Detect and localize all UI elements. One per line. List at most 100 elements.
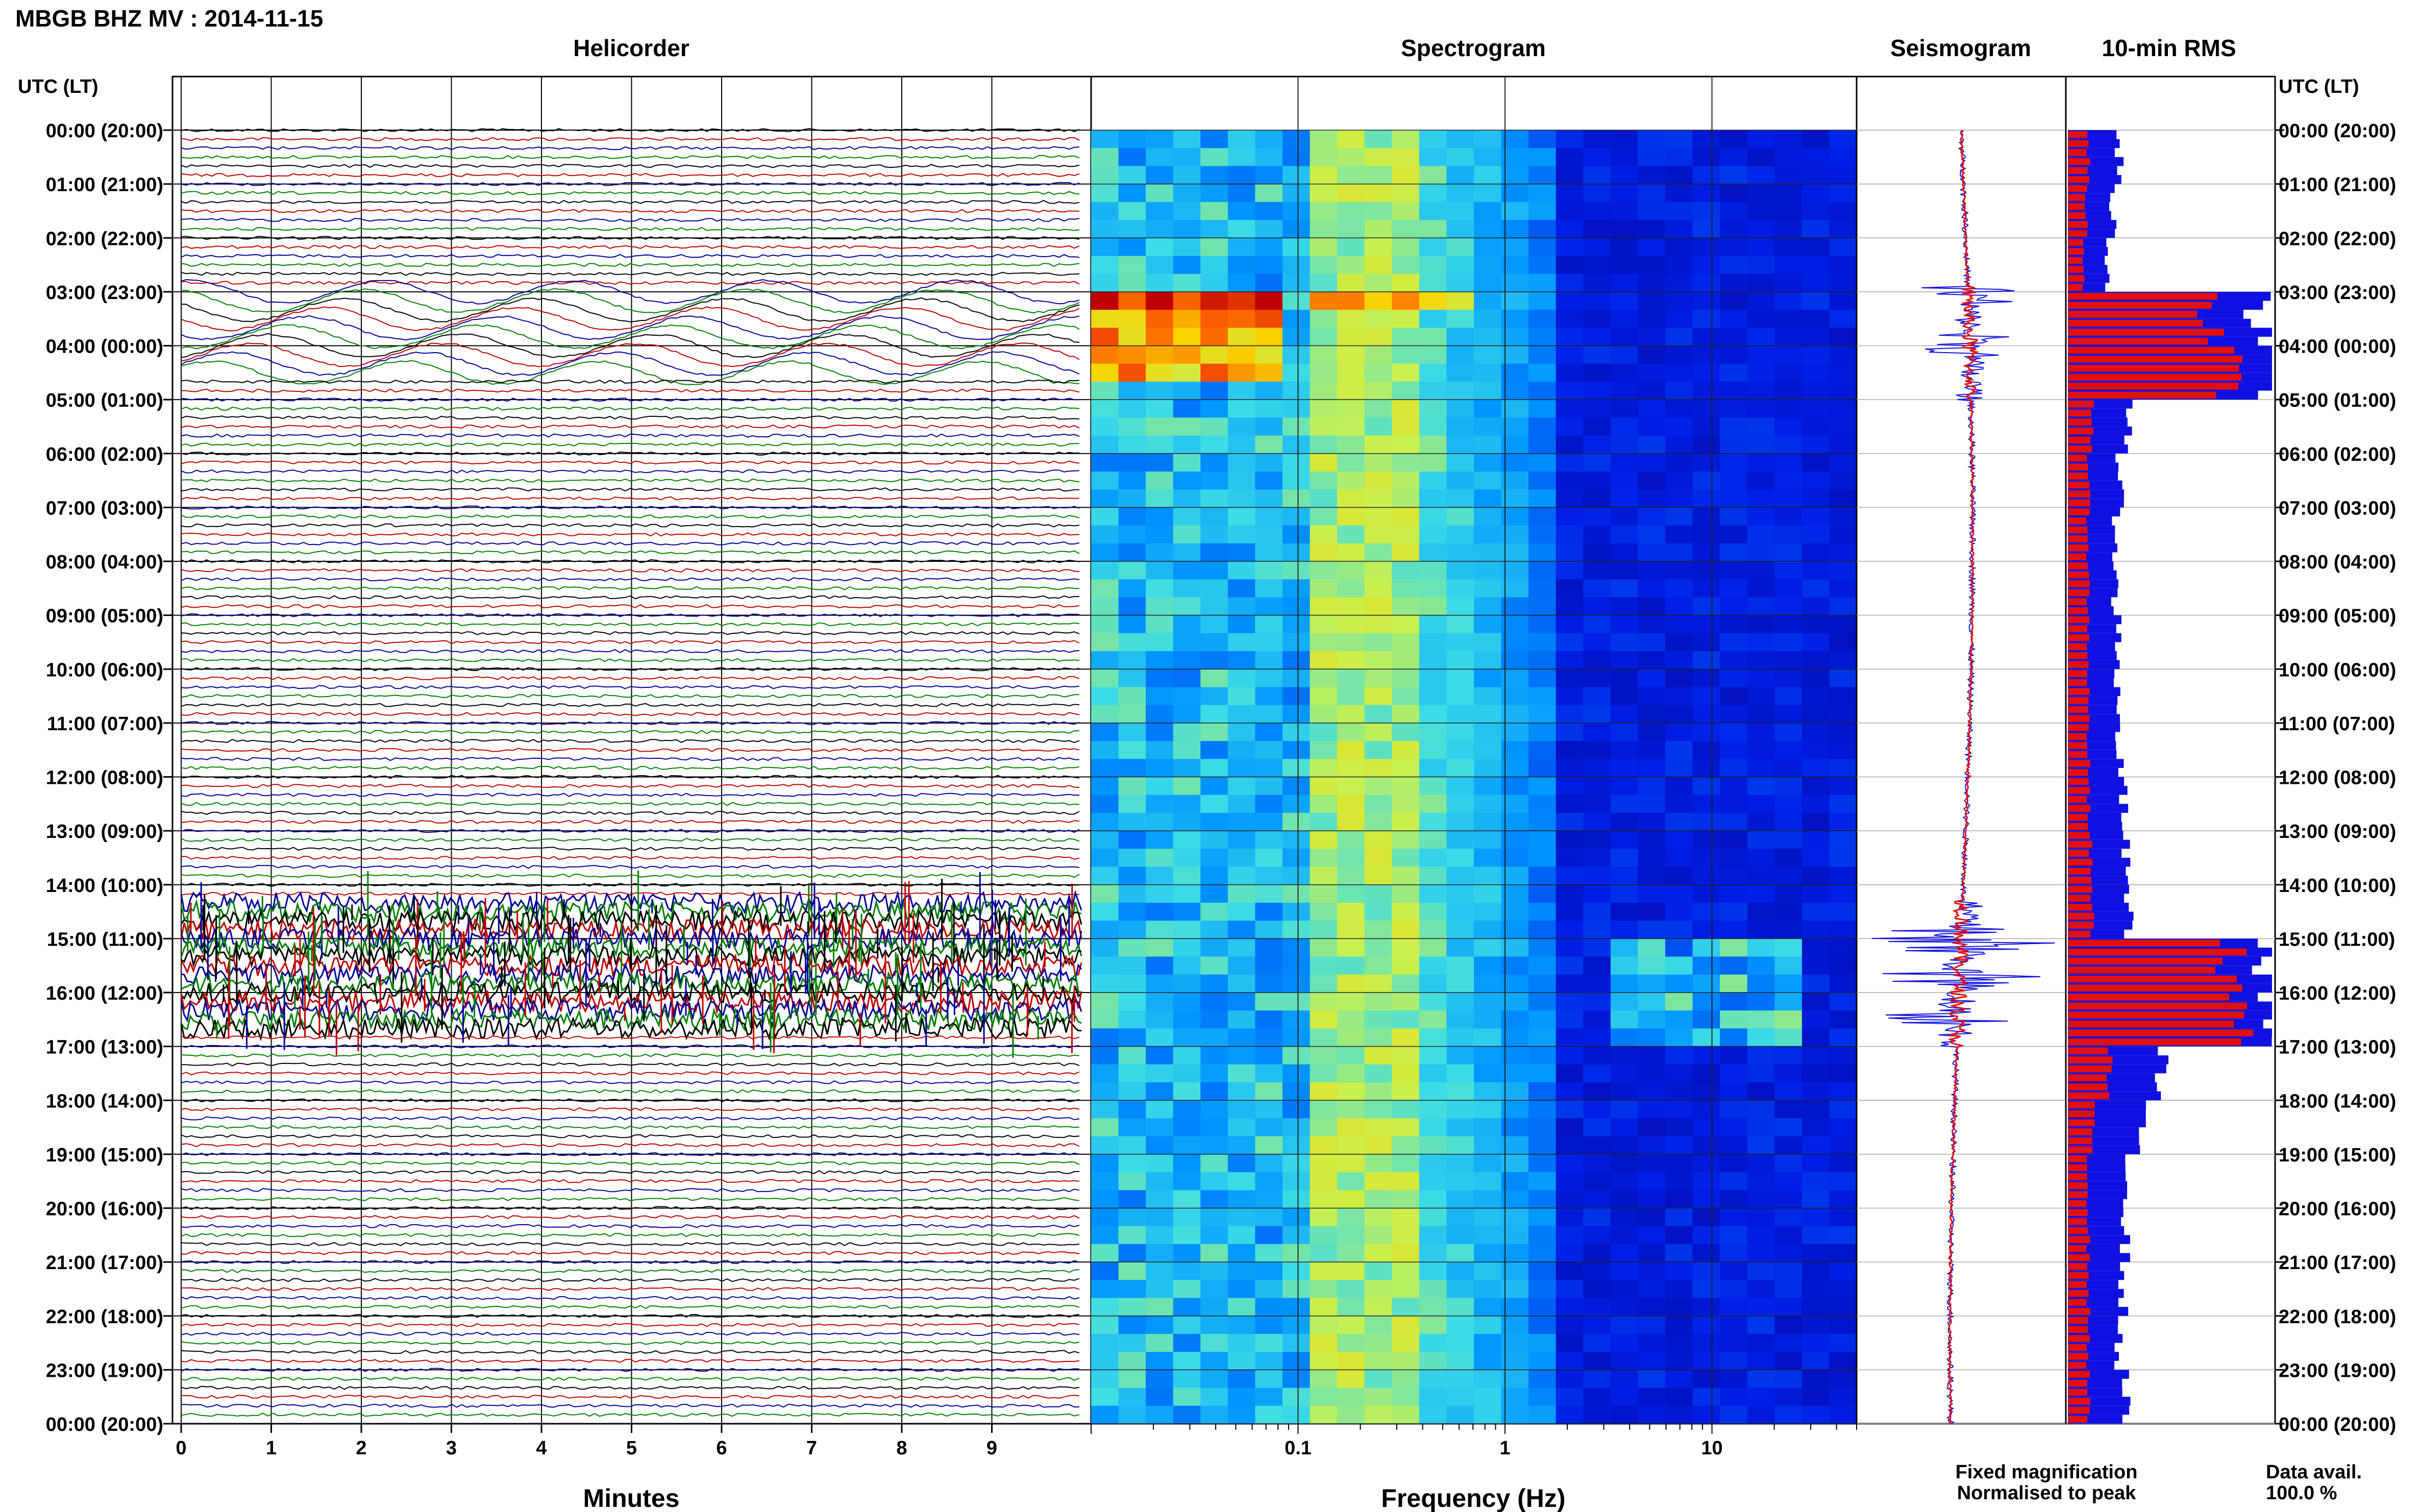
time-tick-right: 21:00 (17:00): [2279, 1252, 2396, 1274]
spectrogram-cell: [1419, 1064, 1447, 1083]
spectrogram-cell: [1501, 615, 1529, 634]
spectrogram-cell: [1556, 1208, 1584, 1227]
spectrogram-cell: [1392, 256, 1420, 275]
spectrogram-cell: [1556, 1028, 1584, 1047]
spectrogram-cell: [1692, 363, 1720, 382]
spectrogram-cell: [1200, 974, 1228, 993]
spectrogram-cell: [1091, 1190, 1119, 1209]
spectrogram-cell: [1200, 291, 1228, 310]
spectrogram-cell: [1091, 741, 1119, 759]
spectrogram-cell: [1310, 381, 1338, 400]
spectrogram-cell: [1528, 831, 1557, 849]
spectrogram-cell: [1692, 1387, 1720, 1406]
spectrogram-cell: [1419, 903, 1447, 921]
rms-normalised-bar: [2068, 661, 2089, 668]
time-tick-left: 06:00 (02:00): [46, 444, 163, 465]
spectrogram-cell: [1583, 507, 1611, 526]
spectrogram-cell: [1829, 1244, 1857, 1262]
spectrogram-cell: [1255, 166, 1283, 185]
spectrogram-cell: [1747, 1334, 1775, 1352]
spectrogram-cell: [1829, 525, 1857, 544]
spectrogram-cell: [1610, 633, 1639, 652]
spectrogram-cell: [1255, 903, 1283, 921]
spectrogram-cell: [1556, 831, 1584, 849]
spectrogram-cell: [1801, 561, 1830, 580]
spectrogram-cell: [1638, 1298, 1666, 1317]
spectrogram-cell: [1801, 1405, 1830, 1424]
spectrogram-cell: [1720, 1298, 1748, 1317]
spectrogram-cell: [1638, 579, 1666, 598]
spectrogram-cell: [1774, 561, 1803, 580]
spectrogram-cell: [1829, 328, 1857, 346]
rms-normalised-bar: [2068, 158, 2090, 165]
helicorder-trace: [181, 1350, 1080, 1354]
spectrogram-cell: [1337, 328, 1365, 346]
spectrogram-cell: [1364, 1046, 1392, 1065]
spectrogram-cell: [1227, 938, 1256, 957]
spectrogram-cell: [1364, 669, 1392, 688]
spectrogram-cell: [1638, 938, 1666, 957]
spectrogram-cell: [1146, 938, 1174, 957]
spectrogram-cell: [1337, 849, 1365, 867]
rms-normalised-bar: [2068, 643, 2087, 650]
spectrogram-cell: [1747, 579, 1775, 598]
spectrogram-cell: [1255, 543, 1283, 562]
spectrogram-cell: [1774, 1136, 1803, 1155]
spectrogram-cell: [1638, 812, 1666, 831]
spectrogram-cell: [1392, 1352, 1420, 1370]
spectrogram-cell: [1091, 472, 1119, 490]
spectrogram-cell: [1829, 435, 1857, 454]
spectrogram-cell: [1364, 1405, 1392, 1424]
spectrogram-cell: [1310, 543, 1338, 562]
spectrogram-cell: [1638, 363, 1666, 382]
spectrogram-cell: [1337, 777, 1365, 796]
spectrogram-cell: [1774, 543, 1803, 562]
spectrogram-cell: [1720, 1154, 1748, 1173]
spectrogram-cell: [1282, 1046, 1311, 1065]
spectrogram-cell: [1720, 184, 1748, 203]
rms-normalised-bar: [2068, 1290, 2089, 1297]
spectrogram-cell: [1801, 489, 1830, 508]
spectrogram-cell: [1118, 974, 1146, 993]
spectrogram-cell: [1091, 1046, 1119, 1065]
rms-normalised-bar: [2068, 1002, 2247, 1010]
spectrogram-cell: [1419, 1136, 1447, 1155]
spectrogram-cell: [1310, 1136, 1338, 1155]
spectrogram-cell: [1419, 363, 1447, 382]
rms-normalised-bar: [2068, 203, 2085, 210]
spectrogram-cell: [1146, 381, 1174, 400]
spectrogram-cell: [1227, 561, 1256, 580]
spectrogram-cell: [1692, 417, 1720, 436]
spectrogram-cell: [1638, 345, 1666, 364]
helicorder-trace: [181, 424, 1080, 429]
spectrogram-cell: [1118, 202, 1146, 220]
rms-normalised-bar: [2068, 1164, 2087, 1172]
time-tick-right: 00:00 (20:00): [2279, 1414, 2396, 1435]
spectrogram-cell: [1200, 1208, 1228, 1227]
rms-normalised-bar: [2068, 391, 2216, 399]
spectrogram-cell: [1829, 310, 1857, 328]
spectrogram-cell: [1774, 202, 1803, 220]
spectrogram-cell: [1173, 884, 1201, 903]
spectrogram-cell: [1337, 741, 1365, 759]
spectrogram-cell: [1419, 1172, 1447, 1191]
spectrogram-cell: [1200, 903, 1228, 921]
rms-panel: [2065, 76, 2276, 1425]
spectrogram-cell: [1528, 507, 1557, 526]
spectrogram-cell: [1720, 956, 1748, 975]
spectrogram-cell: [1774, 956, 1803, 975]
spectrogram-cell: [1337, 1226, 1365, 1245]
spectrogram-cell: [1282, 812, 1311, 831]
spectrogram-cell: [1474, 561, 1502, 580]
spectrogram-cell: [1610, 1046, 1639, 1065]
spectrogram-cell: [1310, 597, 1338, 616]
spectrogram-cell: [1255, 148, 1283, 166]
spectrogram-cell: [1720, 1370, 1748, 1389]
spectrogram-cell: [1692, 345, 1720, 364]
spectrogram-cell: [1419, 669, 1447, 688]
spectrogram-cell: [1118, 561, 1146, 580]
spectrogram-cell: [1392, 328, 1420, 346]
spectrogram-cell: [1774, 866, 1803, 885]
rms-normalised-bar: [2068, 454, 2087, 462]
spectrogram-cell: [1282, 866, 1311, 885]
